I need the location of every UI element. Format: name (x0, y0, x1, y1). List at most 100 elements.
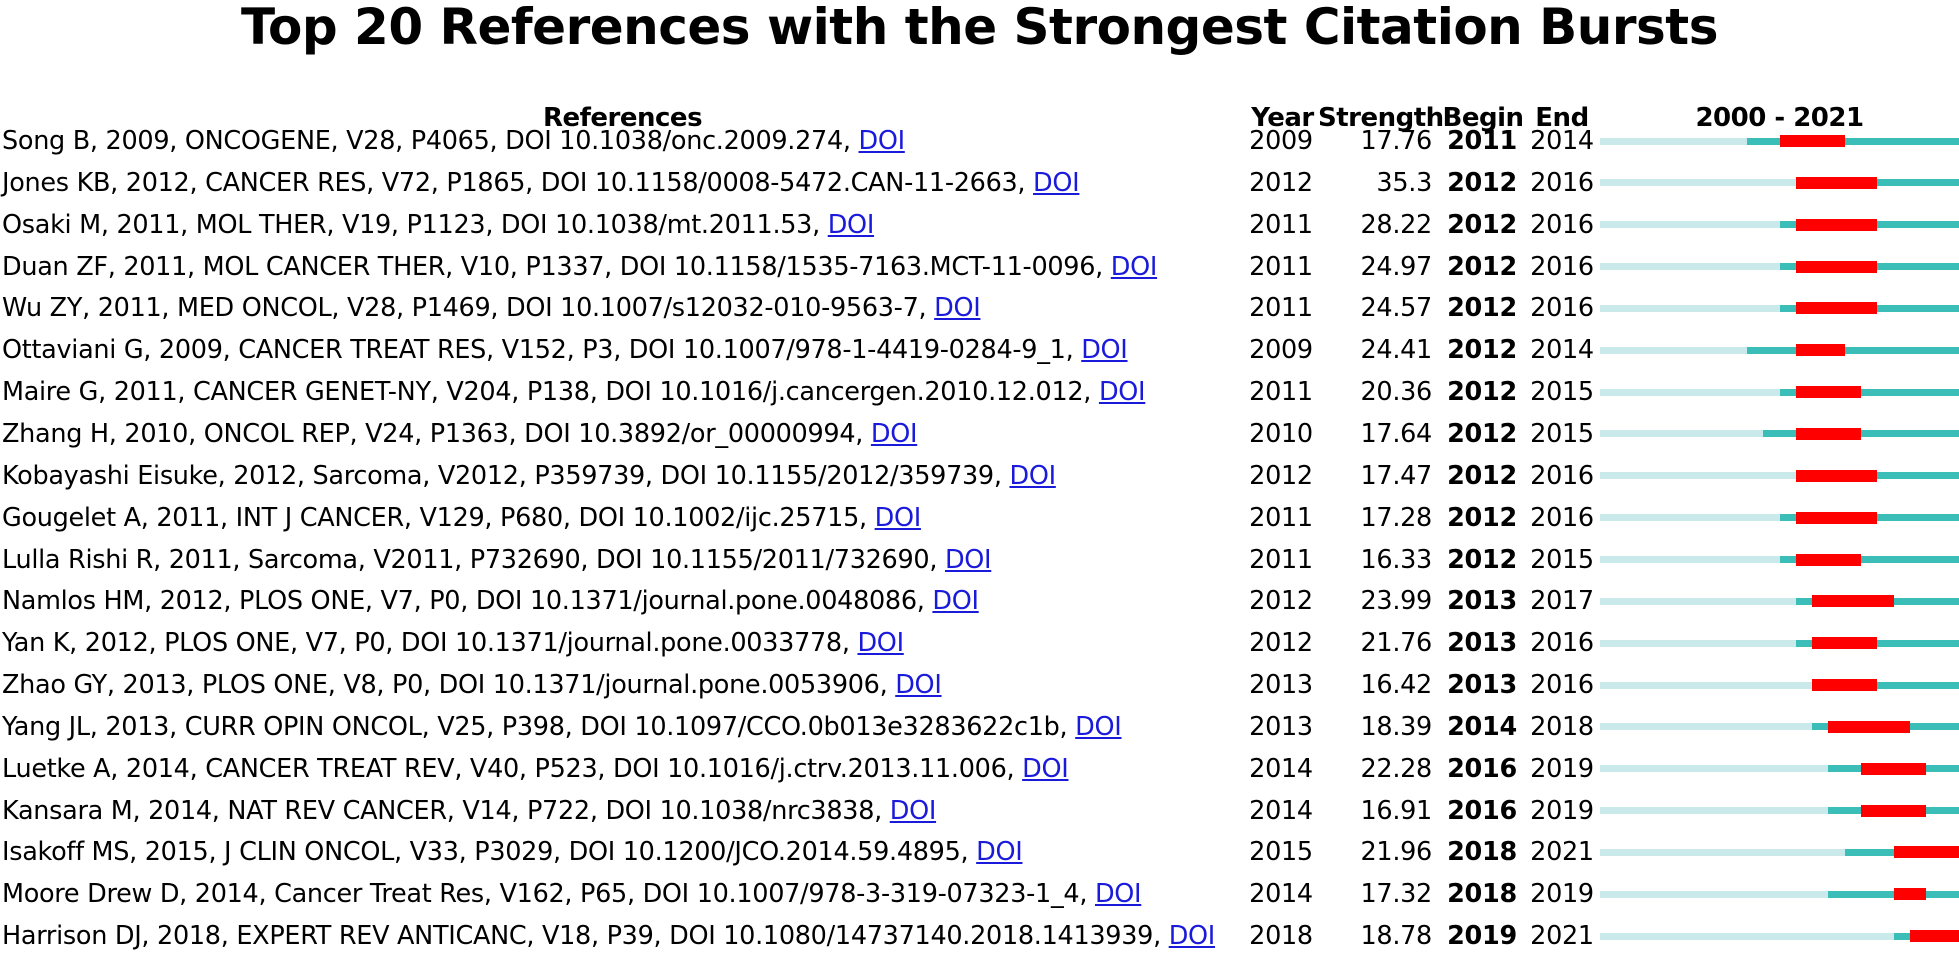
doi-link[interactable]: DOI (934, 293, 981, 324)
burst-segment (1795, 386, 1862, 399)
reference-text: Duan ZF, 2011, MOL CANCER THER, V10, P13… (2, 251, 1103, 282)
end-cell: 2021 (1530, 837, 1594, 868)
chart-title: Top 20 References with the Strongest Cit… (241, 0, 1718, 56)
strength-cell: 28.22 (1360, 209, 1432, 240)
burst-segment (1861, 762, 1927, 775)
burst-timeline (1600, 706, 1959, 748)
strength-cell: 17.47 (1360, 460, 1432, 491)
pre-publication-segment (1600, 388, 1780, 396)
year-cell: 2012 (1249, 167, 1313, 198)
col-header-year: Year (1251, 103, 1314, 133)
burst-segment (1795, 260, 1878, 273)
pre-publication-segment (1600, 807, 1829, 815)
end-cell: 2021 (1530, 921, 1594, 952)
end-cell: 2016 (1530, 251, 1594, 282)
end-cell: 2016 (1530, 502, 1594, 533)
doi-link[interactable]: DOI (874, 502, 922, 533)
burst-timeline (1600, 664, 1959, 706)
pre-publication-segment (1600, 890, 1829, 898)
pre-publication-segment (1600, 221, 1780, 229)
burst-segment (1795, 427, 1862, 440)
reference-text: Osaki M, 2011, MOL THER, V19, P1123, DOI… (2, 209, 820, 240)
table-row: Kansara M, 2014, NAT REV CANCER, V14, P7… (0, 790, 1959, 832)
doi-link[interactable]: DOI (944, 544, 992, 575)
doi-link[interactable]: DOI (1094, 879, 1142, 910)
doi-link[interactable]: DOI (1075, 711, 1122, 742)
reference-cell: Yan K, 2012, PLOS ONE, V7, P0, DOI 10.13… (2, 622, 904, 664)
burst-segment (1795, 344, 1845, 357)
reference-text: Maire G, 2011, CANCER GENET-NY, V204, P1… (2, 377, 1092, 408)
end-cell: 2019 (1530, 753, 1594, 784)
end-cell: 2016 (1530, 209, 1594, 240)
year-cell: 2011 (1249, 544, 1313, 575)
doi-link[interactable]: DOI (1168, 921, 1216, 952)
burst-segment (1795, 176, 1878, 189)
table-row: Harrison DJ, 2018, EXPERT REV ANTICANC, … (0, 915, 1959, 957)
reference-cell: Kansara M, 2014, NAT REV CANCER, V14, P7… (2, 790, 936, 832)
doi-link[interactable]: DOI (1033, 167, 1080, 198)
reference-text: Namlos HM, 2012, PLOS ONE, V7, P0, DOI 1… (2, 586, 925, 617)
pre-publication-segment (1600, 346, 1747, 354)
end-cell: 2016 (1530, 460, 1594, 491)
burst-timeline (1600, 162, 1959, 204)
reference-cell: Ottaviani G, 2009, CANCER TREAT RES, V15… (2, 329, 1128, 371)
year-cell: 2011 (1249, 502, 1313, 533)
burst-segment (1812, 679, 1878, 692)
reference-cell: Lulla Rishi R, 2011, Sarcoma, V2011, P73… (2, 539, 992, 581)
doi-link[interactable]: DOI (858, 126, 906, 156)
begin-cell: 2012 (1447, 335, 1517, 366)
doi-link[interactable]: DOI (976, 837, 1023, 868)
year-cell: 2012 (1249, 628, 1313, 659)
burst-timeline (1600, 831, 1959, 873)
reference-cell: Osaki M, 2011, MOL THER, V19, P1123, DOI… (2, 204, 874, 246)
doi-link[interactable]: DOI (827, 209, 875, 240)
year-cell: 2010 (1249, 418, 1313, 449)
active-segment (1795, 472, 1959, 480)
begin-cell: 2014 (1447, 711, 1517, 742)
year-cell: 2011 (1249, 377, 1313, 408)
burst-timeline (1600, 748, 1959, 790)
burst-timeline (1600, 622, 1959, 664)
doi-link[interactable]: DOI (1009, 460, 1056, 491)
doi-link[interactable]: DOI (895, 670, 942, 701)
year-cell: 2009 (1249, 126, 1313, 156)
doi-link[interactable]: DOI (932, 586, 979, 617)
reference-cell: Namlos HM, 2012, PLOS ONE, V7, P0, DOI 1… (2, 580, 979, 622)
table-row: Zhang H, 2010, ONCOL REP, V24, P1363, DO… (0, 413, 1959, 455)
reference-text: Zhao GY, 2013, PLOS ONE, V8, P0, DOI 10.… (2, 670, 888, 701)
reference-cell: Harrison DJ, 2018, EXPERT REV ANTICANC, … (2, 915, 1215, 957)
active-segment (1795, 179, 1959, 187)
burst-timeline (1600, 455, 1959, 497)
year-cell: 2011 (1249, 251, 1313, 282)
reference-text: Jones KB, 2012, CANCER RES, V72, P1865, … (2, 167, 1026, 198)
strength-cell: 17.76 (1360, 126, 1432, 156)
reference-cell: Zhang H, 2010, ONCOL REP, V24, P1363, DO… (2, 413, 918, 455)
burst-segment (1861, 804, 1927, 817)
burst-timeline (1600, 287, 1959, 329)
burst-segment (1910, 930, 1959, 943)
doi-link[interactable]: DOI (1110, 251, 1158, 282)
burst-segment (1795, 469, 1878, 482)
pre-publication-segment (1600, 639, 1796, 647)
end-cell: 2016 (1530, 670, 1594, 701)
doi-link[interactable]: DOI (1022, 753, 1069, 784)
begin-cell: 2016 (1447, 753, 1517, 784)
burst-timeline (1600, 120, 1959, 162)
pre-publication-segment (1600, 137, 1747, 145)
doi-link[interactable]: DOI (1081, 335, 1128, 366)
reference-text: Moore Drew D, 2014, Cancer Treat Res, V1… (2, 879, 1088, 910)
doi-link[interactable]: DOI (889, 795, 937, 826)
doi-link[interactable]: DOI (1098, 377, 1146, 408)
doi-link[interactable]: DOI (870, 418, 918, 449)
strength-cell: 21.96 (1360, 837, 1432, 868)
burst-segment (1812, 637, 1878, 650)
burst-timeline (1600, 204, 1959, 246)
doi-link[interactable]: DOI (857, 628, 904, 659)
burst-segment (1795, 302, 1878, 315)
begin-cell: 2012 (1447, 209, 1517, 240)
begin-cell: 2012 (1447, 418, 1517, 449)
reference-cell: Moore Drew D, 2014, Cancer Treat Res, V1… (2, 873, 1142, 915)
year-cell: 2014 (1249, 753, 1313, 784)
reference-text: Gougelet A, 2011, INT J CANCER, V129, P6… (2, 502, 867, 533)
col-header-end: End (1535, 103, 1589, 133)
